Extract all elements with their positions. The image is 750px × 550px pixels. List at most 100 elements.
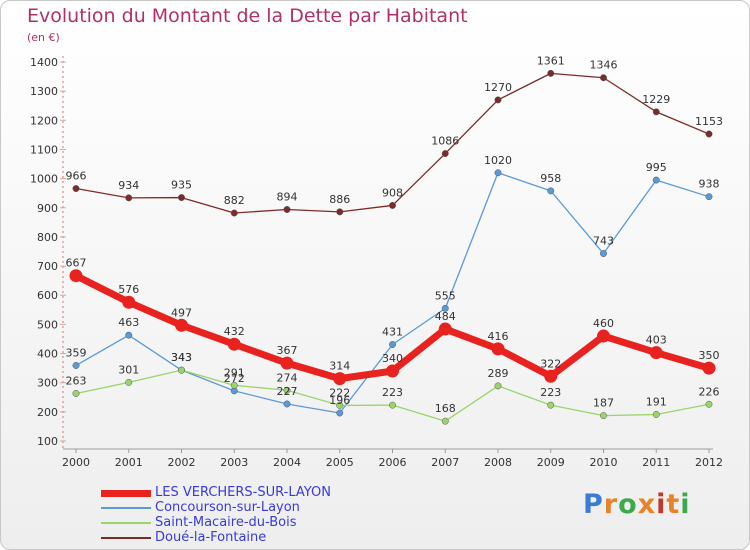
y-tick-label: 200 xyxy=(37,406,58,419)
data-label-doue-la-fontaine: 1270 xyxy=(484,81,512,94)
legend-swatch-les-verchers xyxy=(101,489,151,497)
y-tick-label: 700 xyxy=(37,260,58,273)
data-point-doue-la-fontaine xyxy=(336,208,344,216)
data-point-saint-macaire-du-bois xyxy=(72,390,80,397)
x-tick-label: 2000 xyxy=(62,456,90,469)
data-label-les-verchers-sur-layon: 367 xyxy=(277,344,298,357)
data-point-saint-macaire-du-bois xyxy=(705,400,713,408)
data-label-les-verchers-sur-layon: 322 xyxy=(540,357,561,370)
data-point-les-verchers-sur-layon xyxy=(491,342,505,356)
data-label-les-verchers-sur-layon: 484 xyxy=(435,310,456,323)
logo-letter: i xyxy=(680,489,691,520)
data-label-concourson-sur-layon: 1020 xyxy=(484,154,512,167)
data-label-les-verchers-sur-layon: 340 xyxy=(382,352,403,365)
data-label-concourson-sur-layon: 272 xyxy=(224,372,245,385)
x-tick-label: 2006 xyxy=(379,456,407,469)
chart-subtitle: (en €) xyxy=(27,31,60,44)
x-tick-label: 2010 xyxy=(590,456,618,469)
x-tick-label: 2001 xyxy=(115,456,143,469)
data-label-doue-la-fontaine: 934 xyxy=(118,179,139,192)
data-label-doue-la-fontaine: 1086 xyxy=(431,135,459,148)
legend-swatch-doue xyxy=(101,537,151,539)
data-point-doue-la-fontaine xyxy=(547,69,555,77)
data-point-doue-la-fontaine xyxy=(283,206,291,213)
data-label-doue-la-fontaine: 1153 xyxy=(695,115,723,128)
data-point-doue-la-fontaine xyxy=(494,96,502,104)
data-point-concourson-sur-layon xyxy=(705,193,713,201)
logo-letter: o xyxy=(618,489,638,520)
data-label-saint-macaire-du-bois: 274 xyxy=(277,371,298,384)
logo-letter: P xyxy=(583,489,604,520)
data-point-doue-la-fontaine xyxy=(441,150,449,157)
data-label-les-verchers-sur-layon: 314 xyxy=(329,360,350,373)
data-point-les-verchers-sur-layon xyxy=(597,329,610,343)
x-tick-label: 2008 xyxy=(484,456,512,469)
x-tick-label: 2003 xyxy=(220,456,248,469)
data-label-concourson-sur-layon: 958 xyxy=(540,172,561,185)
data-label-concourson-sur-layon: 227 xyxy=(277,385,298,398)
data-point-les-verchers-sur-layon xyxy=(227,337,241,351)
data-point-concourson-sur-layon xyxy=(494,169,502,177)
logo-letter: t xyxy=(666,489,681,520)
data-label-saint-macaire-du-bois: 301 xyxy=(118,363,139,376)
legend-label-concourson: Concourson-sur-Layon xyxy=(155,500,300,515)
data-point-saint-macaire-du-bois xyxy=(230,381,238,389)
data-label-les-verchers-sur-layon: 460 xyxy=(593,317,614,330)
y-tick-label: 1300 xyxy=(30,85,58,98)
data-label-les-verchers-sur-layon: 667 xyxy=(66,257,87,270)
data-label-saint-macaire-du-bois: 291 xyxy=(224,366,245,379)
data-point-saint-macaire-du-bois xyxy=(600,412,607,420)
data-label-concourson-sur-layon: 431 xyxy=(382,326,403,339)
data-point-saint-macaire-du-bois xyxy=(178,366,185,374)
data-label-concourson-sur-layon: 995 xyxy=(646,161,667,174)
data-point-doue-la-fontaine xyxy=(178,194,185,202)
data-point-les-verchers-sur-layon xyxy=(122,295,136,309)
data-label-saint-macaire-du-bois: 191 xyxy=(646,395,667,408)
data-point-doue-la-fontaine xyxy=(600,74,607,82)
proxiti-logo: Proxiti xyxy=(583,489,691,520)
data-label-saint-macaire-du-bois: 222 xyxy=(329,386,350,399)
data-label-saint-macaire-du-bois: 343 xyxy=(171,351,192,364)
data-point-saint-macaire-du-bois xyxy=(389,401,396,409)
data-point-concourson-sur-layon xyxy=(336,409,344,417)
data-point-concourson-sur-layon xyxy=(441,304,449,312)
data-label-doue-la-fontaine: 1346 xyxy=(590,59,618,72)
legend-swatch-concourson xyxy=(101,507,151,509)
data-point-les-verchers-sur-layon xyxy=(280,356,294,370)
legend-label-saint-macaire: Saint-Macaire-du-Bois xyxy=(155,515,297,530)
data-label-les-verchers-sur-layon: 497 xyxy=(171,306,192,319)
x-tick-label: 2012 xyxy=(695,456,723,469)
data-label-concourson-sur-layon: 938 xyxy=(699,178,720,191)
y-tick-label: 100 xyxy=(37,435,58,448)
data-point-doue-la-fontaine xyxy=(389,201,396,209)
logo-letter: x xyxy=(637,489,657,520)
data-point-les-verchers-sur-layon xyxy=(702,361,716,375)
data-point-concourson-sur-layon xyxy=(547,187,555,195)
data-label-doue-la-fontaine: 882 xyxy=(224,194,245,207)
data-point-concourson-sur-layon xyxy=(72,362,80,369)
data-label-les-verchers-sur-layon: 432 xyxy=(224,325,245,338)
data-label-les-verchers-sur-layon: 416 xyxy=(488,330,509,343)
y-tick-label: 900 xyxy=(37,202,58,215)
data-point-doue-la-fontaine xyxy=(72,185,80,192)
data-label-concourson-sur-layon: 359 xyxy=(66,346,87,359)
data-label-saint-macaire-du-bois: 168 xyxy=(435,402,456,415)
y-tick-label: 1400 xyxy=(30,56,58,69)
data-point-les-verchers-sur-layon xyxy=(649,346,663,360)
data-label-doue-la-fontaine: 886 xyxy=(329,193,350,206)
y-tick-label: 800 xyxy=(37,231,58,244)
logo-letter: r xyxy=(603,489,619,520)
data-label-doue-la-fontaine: 1229 xyxy=(642,93,670,106)
data-label-saint-macaire-du-bois: 226 xyxy=(699,385,720,398)
data-point-saint-macaire-du-bois xyxy=(336,401,344,409)
data-label-les-verchers-sur-layon: 403 xyxy=(646,334,667,347)
data-point-saint-macaire-du-bois xyxy=(547,401,555,409)
data-point-les-verchers-sur-layon xyxy=(544,369,558,383)
legend-label-doue: Doué-la-Fontaine xyxy=(155,530,267,545)
data-point-saint-macaire-du-bois xyxy=(125,378,133,386)
data-point-saint-macaire-du-bois xyxy=(652,411,660,418)
legend-label-les-verchers: LES VERCHERS-SUR-LAYON xyxy=(155,485,331,500)
data-label-doue-la-fontaine: 1361 xyxy=(537,54,565,67)
data-label-saint-macaire-du-bois: 187 xyxy=(593,397,614,410)
x-tick-label: 2009 xyxy=(537,456,565,469)
